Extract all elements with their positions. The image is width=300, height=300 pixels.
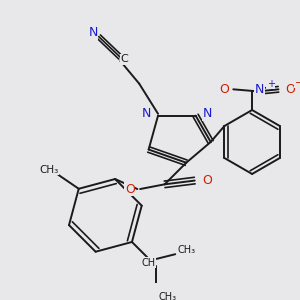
Text: O: O (219, 83, 229, 96)
Text: N: N (255, 83, 264, 96)
Text: N: N (202, 107, 212, 120)
Text: +: + (267, 79, 275, 89)
Text: CH₃: CH₃ (39, 165, 58, 175)
Text: C: C (120, 54, 128, 64)
Text: O: O (285, 83, 295, 96)
Text: −: − (294, 78, 300, 88)
Text: CH₃: CH₃ (159, 292, 177, 300)
Text: N: N (142, 107, 152, 120)
Text: N: N (88, 26, 98, 39)
Text: O: O (125, 182, 135, 196)
Text: O: O (202, 174, 212, 187)
Text: CH: CH (142, 258, 156, 268)
Text: CH₃: CH₃ (178, 245, 196, 255)
